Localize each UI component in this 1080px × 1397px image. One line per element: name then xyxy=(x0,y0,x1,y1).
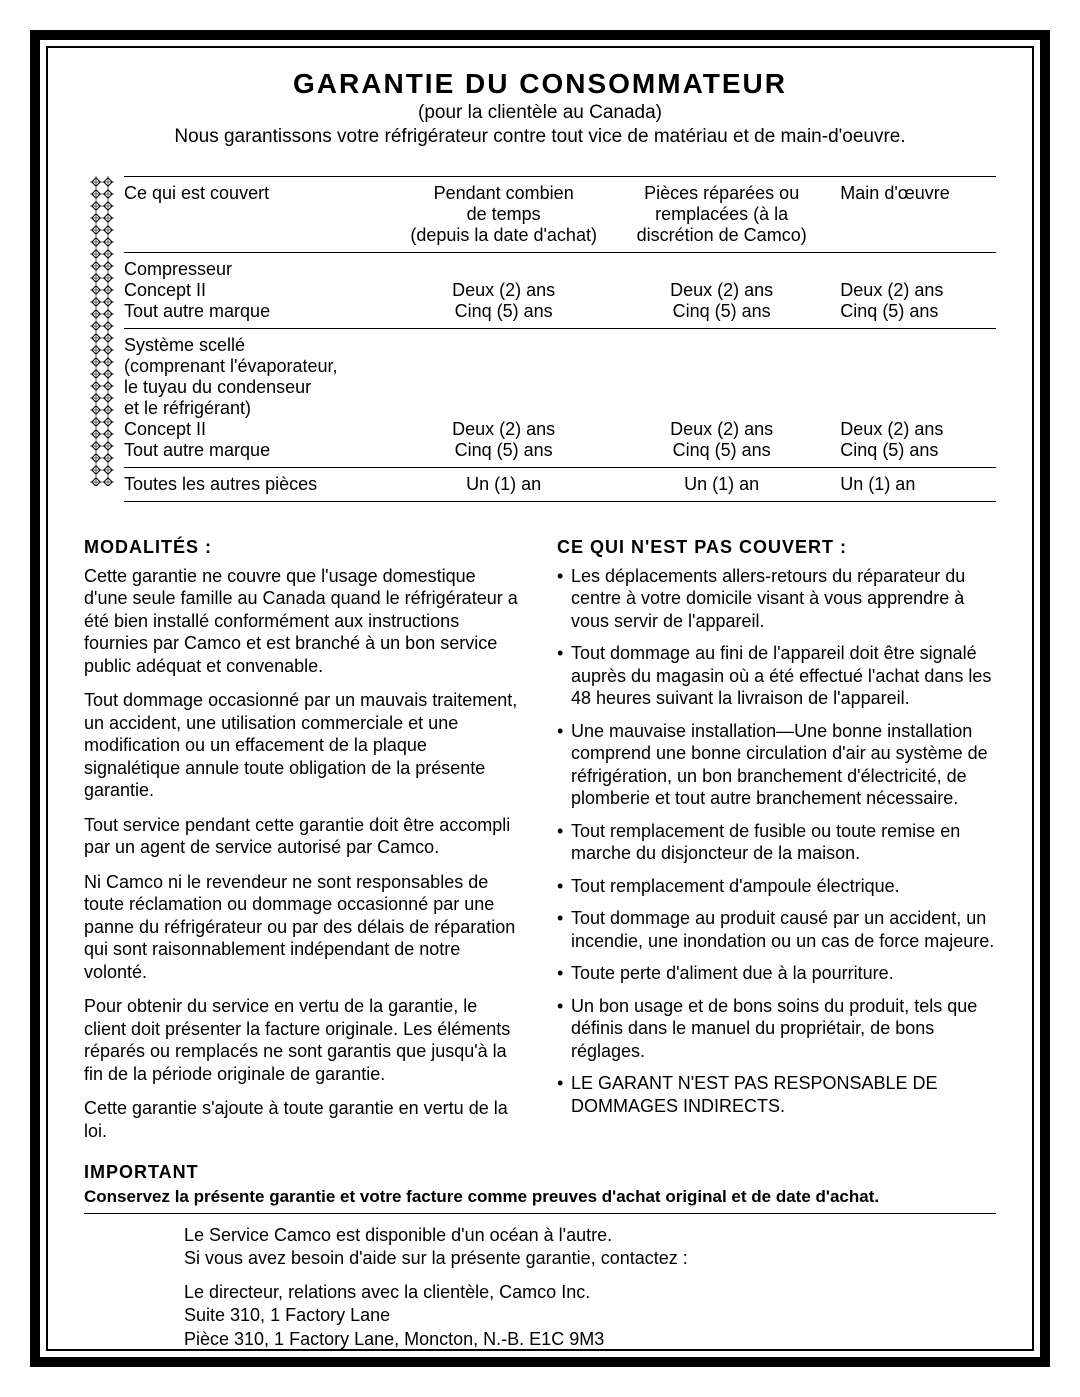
modalites-paragraph: Pour obtenir du service en vertu de la g… xyxy=(84,995,523,1085)
two-column-section: MODALITÉS : Cette garantie ne couvre que… xyxy=(84,536,996,1154)
list-item: Un bon usage et de bons soins du produit… xyxy=(557,995,996,1063)
important-text: Conservez la présente garantie et votre … xyxy=(84,1187,996,1207)
table-header-line: remplacées (à la xyxy=(655,204,788,224)
inner-border: GARANTIE DU CONSOMMATEUR (pour la client… xyxy=(46,46,1034,1351)
contact-line: Le Service Camco est disponible d'un océ… xyxy=(184,1225,612,1245)
table-header: Main d'œuvre xyxy=(830,177,996,253)
contact-line: Pièce 310, 1 Factory Lane, Moncton, N.-B… xyxy=(184,1329,604,1349)
cell-line: Cinq (5) ans xyxy=(840,440,938,460)
table-cell: Système scellé (comprenant l'évaporateur… xyxy=(124,329,394,468)
table-cell: Deux (2) ans Cinq (5) ans xyxy=(394,329,621,468)
modalites-column: MODALITÉS : Cette garantie ne couvre que… xyxy=(84,536,523,1154)
contact-line: Suite 310, 1 Factory Lane xyxy=(184,1305,390,1325)
list-item: Tout dommage au produit causé par un acc… xyxy=(557,907,996,952)
modalites-paragraph: Tout service pendant cette garantie doit… xyxy=(84,814,523,859)
cell-line: Tout autre marque xyxy=(124,440,270,460)
cell-line: Cinq (5) ans xyxy=(673,301,771,321)
cell-line: Concept II xyxy=(124,419,206,439)
decorative-border-icon xyxy=(90,176,114,502)
document-title: GARANTIE DU CONSOMMATEUR xyxy=(84,68,996,100)
table-header: Pièces réparées ou remplacées (à la disc… xyxy=(621,177,830,253)
contact-line: Si vous avez besoin d'aide sur la présen… xyxy=(184,1248,688,1268)
contact-paragraph: Le directeur, relations avec la clientèl… xyxy=(184,1281,996,1351)
table-row: Toutes les autres pièces Un (1) an Un (1… xyxy=(124,468,996,502)
cell-line: Cinq (5) ans xyxy=(673,440,771,460)
modalites-paragraph: Tout dommage occasionné par un mauvais t… xyxy=(84,689,523,802)
table-cell: Toutes les autres pièces xyxy=(124,468,394,502)
modalites-heading: MODALITÉS : xyxy=(84,536,523,559)
table-header-line: Pendant combien xyxy=(434,183,574,203)
cell-line: (comprenant l'évaporateur, xyxy=(124,356,338,376)
table-cell: Deux (2) ans Cinq (5) ans xyxy=(394,253,621,329)
cell-line: Cinq (5) ans xyxy=(455,440,553,460)
table-cell: Deux (2) ans Cinq (5) ans xyxy=(621,253,830,329)
contact-paragraph: Le Service Camco est disponible d'un océ… xyxy=(184,1224,996,1271)
table-cell: Deux (2) ans Cinq (5) ans xyxy=(830,253,996,329)
table-row: Système scellé (comprenant l'évaporateur… xyxy=(124,329,996,468)
modalites-paragraph: Ni Camco ni le revendeur ne sont respons… xyxy=(84,871,523,984)
cell-line: Deux (2) ans xyxy=(452,419,555,439)
table-cell: Un (1) an xyxy=(621,468,830,502)
cell-line: Tout autre marque xyxy=(124,301,270,321)
cell-line: Cinq (5) ans xyxy=(455,301,553,321)
list-item: Une mauvaise installation—Une bonne inst… xyxy=(557,720,996,810)
cell-line: Cinq (5) ans xyxy=(840,301,938,321)
noncouvert-heading: CE QUI N'EST PAS COUVERT : xyxy=(557,536,996,559)
cell-line: Deux (2) ans xyxy=(840,419,943,439)
modalites-paragraph: Cette garantie ne couvre que l'usage dom… xyxy=(84,565,523,678)
outer-border: GARANTIE DU CONSOMMATEUR (pour la client… xyxy=(30,30,1050,1367)
warranty-table-wrap: Ce qui est couvert Pendant combien de te… xyxy=(124,176,996,502)
table-cell: Compresseur Concept II Tout autre marque xyxy=(124,253,394,329)
table-header-line: discrétion de Camco) xyxy=(637,225,807,245)
cell-line: le tuyau du condenseur xyxy=(124,377,311,397)
modalites-paragraph: Cette garantie s'ajoute à toute garantie… xyxy=(84,1097,523,1142)
cell-line: Deux (2) ans xyxy=(670,419,773,439)
cell-line: Deux (2) ans xyxy=(452,280,555,300)
table-header: Ce qui est couvert xyxy=(124,177,394,253)
cell-line: Compresseur xyxy=(124,259,232,279)
table-header-row: Ce qui est couvert Pendant combien de te… xyxy=(124,177,996,253)
contact-block: Le Service Camco est disponible d'un océ… xyxy=(184,1224,996,1351)
warranty-table: Ce qui est couvert Pendant combien de te… xyxy=(124,176,996,502)
table-row: Compresseur Concept II Tout autre marque… xyxy=(124,253,996,329)
noncouvert-column: CE QUI N'EST PAS COUVERT : Les déplaceme… xyxy=(557,536,996,1154)
cell-line: Système scellé xyxy=(124,335,245,355)
cell-line: Deux (2) ans xyxy=(670,280,773,300)
list-item: Tout dommage au fini de l'appareil doit … xyxy=(557,642,996,710)
important-heading: IMPORTANT xyxy=(84,1162,996,1183)
table-cell: Un (1) an xyxy=(830,468,996,502)
list-item: Les déplacements allers-retours du répar… xyxy=(557,565,996,633)
table-cell: Deux (2) ans Cinq (5) ans xyxy=(830,329,996,468)
list-item: LE GARANT N'EST PAS RESPONSABLE DE DOMMA… xyxy=(557,1072,996,1117)
cell-line: et le réfrigérant) xyxy=(124,398,251,418)
contact-line: Le directeur, relations avec la clientèl… xyxy=(184,1282,590,1302)
noncouvert-list: Les déplacements allers-retours du répar… xyxy=(557,565,996,1118)
document-subtitle: (pour la clientèle au Canada) xyxy=(84,102,996,124)
table-header: Pendant combien de temps (depuis la date… xyxy=(394,177,621,253)
page: GARANTIE DU CONSOMMATEUR (pour la client… xyxy=(0,0,1080,1397)
list-item: Tout remplacement d'ampoule électrique. xyxy=(557,875,996,898)
table-header-line: (depuis la date d'achat) xyxy=(410,225,597,245)
divider xyxy=(84,1213,996,1214)
list-item: Tout remplacement de fusible ou toute re… xyxy=(557,820,996,865)
table-header-line: de temps xyxy=(467,204,541,224)
cell-line: Concept II xyxy=(124,280,206,300)
table-cell: Un (1) an xyxy=(394,468,621,502)
list-item: Toute perte d'aliment due à la pourritur… xyxy=(557,962,996,985)
document-intro: Nous garantissons votre réfrigérateur co… xyxy=(84,126,996,148)
cell-line: Deux (2) ans xyxy=(840,280,943,300)
table-cell: Deux (2) ans Cinq (5) ans xyxy=(621,329,830,468)
table-header-line: Pièces réparées ou xyxy=(644,183,799,203)
